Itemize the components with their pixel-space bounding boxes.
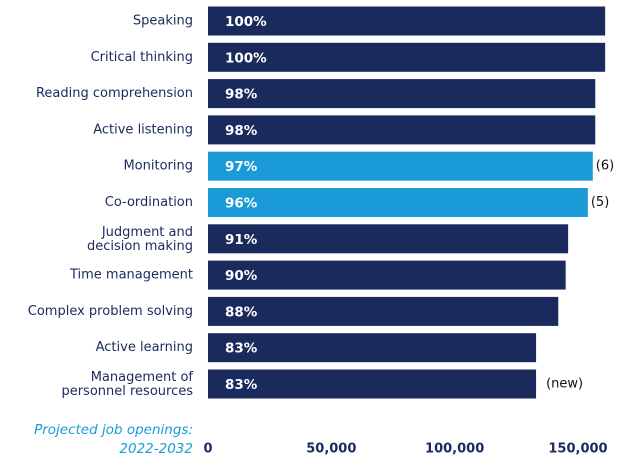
bar [208,42,606,72]
rank-note: (6) [596,159,614,174]
category-label: Co-ordination [105,195,193,210]
bar [208,296,559,326]
bar [208,6,606,36]
x-tick-label: 0 [203,442,212,457]
category-label: Judgment and decision making [87,224,193,253]
category-label: Critical thinking [91,50,193,65]
category-label: Complex problem solving [28,304,193,319]
category-label: Active listening [93,122,193,137]
category-label: Reading comprehension [36,86,193,101]
share-label: 91% [225,232,258,248]
x-tick-label: 150,000 [548,442,607,457]
bar [208,333,537,363]
share-label: 100% [225,50,267,66]
share-label: 100% [225,14,267,30]
share-label: 96% [225,196,258,212]
bar [208,151,593,181]
share-label: 97% [225,159,258,175]
x-tick-label: 50,000 [306,442,356,457]
bar [208,224,569,254]
share-label: 83% [225,377,258,393]
category-label: Active learning [96,340,193,355]
bar [208,369,537,399]
share-label: 98% [225,123,258,139]
rank-note: (new) [546,377,583,392]
bar [208,188,588,217]
bar [208,260,566,290]
category-label: Time management [69,268,193,283]
category-label: Monitoring [123,159,193,174]
bar [208,79,596,109]
category-label: Speaking [133,14,193,29]
rank-note: (5) [591,195,609,210]
x-axis-label: Projected job openings: [34,422,193,438]
share-label: 98% [225,87,258,103]
x-axis-label: 2022-2032 [119,441,193,457]
share-label: 83% [225,341,258,357]
bar [208,115,596,145]
share-label: 88% [225,304,258,320]
category-label: Management of personnel resources [61,370,193,399]
share-label: 90% [225,268,258,284]
x-tick-label: 100,000 [425,442,484,457]
